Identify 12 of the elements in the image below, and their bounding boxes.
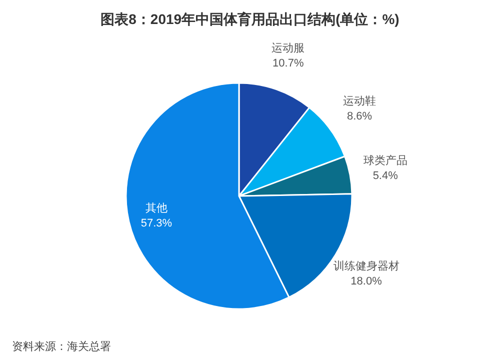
data-label: 57.3%: [140, 217, 172, 230]
text: 资料来源：海关总署: [12, 340, 111, 353]
slice-label: 运动鞋: [343, 94, 376, 108]
slice-label: 球类产品: [363, 154, 408, 168]
data-label: 5.4%: [372, 170, 398, 182]
slice-label: 运动服: [272, 41, 305, 54]
data-label: 8.6%: [347, 110, 372, 122]
chart-title: 图表8：2019年中国体育用品出口结构(单位：%): [100, 11, 400, 27]
slice-label: 训练健身器材: [333, 259, 400, 272]
data-label: 10.7%: [272, 57, 304, 70]
data-label: 18.0%: [350, 275, 382, 288]
slice-label: 其他: [145, 201, 168, 214]
